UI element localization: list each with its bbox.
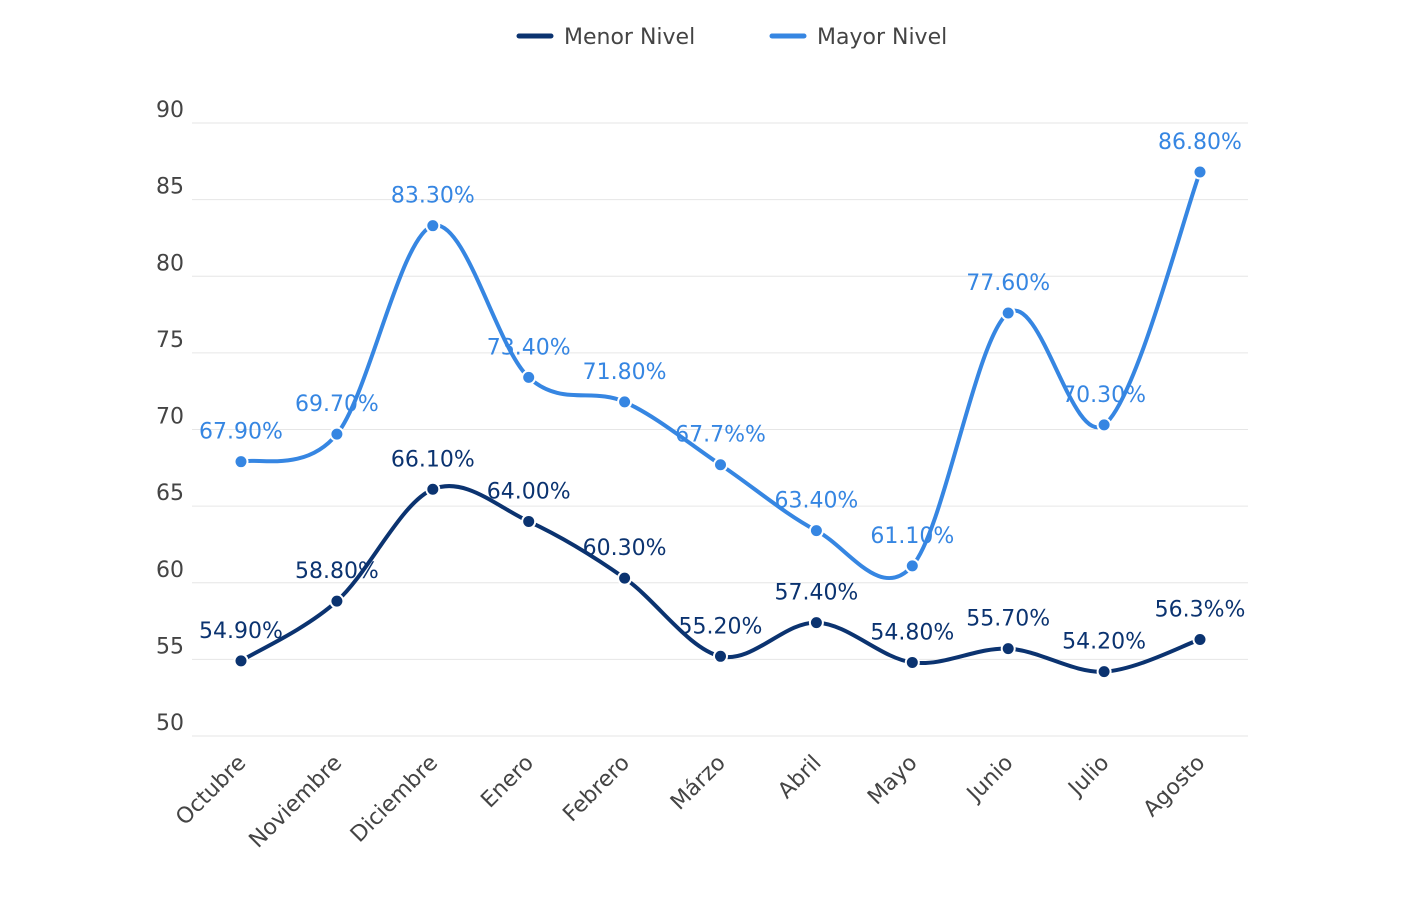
data-label: 70.30% bbox=[1062, 383, 1146, 408]
x-tick-label: Diciembre bbox=[346, 751, 443, 848]
y-tick-label: 60 bbox=[156, 558, 184, 583]
data-point[interactable] bbox=[904, 558, 920, 574]
data-label: 63.40% bbox=[774, 489, 858, 514]
x-tick-label: Márzo bbox=[666, 751, 731, 816]
data-point[interactable] bbox=[329, 593, 345, 609]
y-tick-label: 75 bbox=[156, 328, 184, 353]
y-tick-label: 80 bbox=[156, 251, 184, 276]
series-line-mayor-nivel[interactable] bbox=[239, 170, 1202, 581]
x-tick-label: Octubre bbox=[171, 751, 251, 831]
data-point[interactable] bbox=[617, 570, 633, 586]
x-tick-label: Enero bbox=[476, 751, 539, 814]
data-label: 55.20% bbox=[679, 614, 763, 639]
data-point[interactable] bbox=[521, 513, 537, 529]
data-label: 54.20% bbox=[1062, 630, 1146, 655]
y-tick-label: 55 bbox=[156, 634, 184, 659]
data-label: 69.70% bbox=[295, 392, 379, 417]
x-tick-label: Junio bbox=[961, 751, 1018, 808]
data-point[interactable] bbox=[1096, 664, 1112, 680]
data-label: 57.40% bbox=[774, 581, 858, 606]
data-point[interactable] bbox=[1192, 631, 1208, 647]
data-point[interactable] bbox=[425, 218, 441, 234]
data-point[interactable] bbox=[1000, 641, 1016, 657]
legend-label: Mayor Nivel bbox=[817, 25, 947, 50]
data-label: 66.10% bbox=[391, 447, 475, 472]
x-tick-label: Abril bbox=[773, 751, 826, 804]
x-tick-label: Mayo bbox=[863, 751, 922, 810]
x-tick-label: Noviembre bbox=[245, 751, 348, 854]
data-label: 67.7%% bbox=[675, 423, 766, 448]
data-label: 60.30% bbox=[583, 536, 667, 561]
data-point[interactable] bbox=[713, 457, 728, 473]
data-labels: 54.90% 58.80% 66.10% 64.00% 60.30% 55.20% 57.4… bbox=[199, 130, 1245, 655]
y-axis: 50 55 60 65 70 75 80 85 90 bbox=[156, 98, 184, 736]
data-point[interactable] bbox=[1192, 164, 1208, 180]
data-label: 86.80% bbox=[1158, 130, 1242, 155]
data-point[interactable] bbox=[329, 426, 345, 442]
x-tick-label: Agosto bbox=[1139, 751, 1210, 822]
data-point[interactable] bbox=[233, 454, 249, 470]
data-label: 58.80% bbox=[295, 559, 379, 584]
data-point[interactable] bbox=[808, 615, 824, 631]
data-point[interactable] bbox=[233, 653, 249, 669]
legend-item-menor-nivel[interactable]: Menor Nivel bbox=[516, 25, 695, 50]
data-label: 54.90% bbox=[199, 619, 283, 644]
y-tick-label: 70 bbox=[156, 405, 184, 430]
data-label: 56.3%% bbox=[1155, 597, 1246, 622]
data-point[interactable] bbox=[521, 369, 537, 385]
legend-item-mayor-nivel[interactable]: Mayor Nivel bbox=[769, 25, 947, 50]
data-label: 83.30% bbox=[391, 184, 475, 209]
data-point[interactable] bbox=[1000, 305, 1016, 321]
y-tick-label: 65 bbox=[156, 481, 184, 506]
data-point[interactable] bbox=[904, 654, 920, 670]
data-label: 67.90% bbox=[199, 420, 283, 445]
legend[interactable]: Menor Nivel Mayor Nivel bbox=[516, 25, 947, 50]
y-tick-label: 90 bbox=[156, 98, 184, 123]
data-label: 71.80% bbox=[583, 360, 667, 385]
data-point[interactable] bbox=[617, 394, 633, 410]
data-label: 61.10% bbox=[870, 524, 954, 549]
series-group bbox=[233, 164, 1208, 680]
grid bbox=[192, 122, 1248, 737]
data-point[interactable] bbox=[808, 523, 824, 539]
x-tick-label: Febrero bbox=[558, 751, 634, 827]
legend-label: Menor Nivel bbox=[564, 25, 695, 50]
data-label: 55.70% bbox=[966, 607, 1050, 632]
series-line-menor-nivel[interactable] bbox=[239, 484, 1202, 674]
data-point[interactable] bbox=[425, 481, 441, 497]
data-label: 77.60% bbox=[966, 271, 1050, 296]
y-tick-label: 50 bbox=[156, 711, 184, 736]
data-point[interactable] bbox=[1096, 417, 1112, 433]
data-point[interactable] bbox=[713, 648, 728, 664]
x-tick-label: Julio bbox=[1063, 751, 1115, 803]
data-label: 54.80% bbox=[870, 620, 954, 645]
data-label: 73.40% bbox=[487, 335, 571, 360]
y-tick-label: 85 bbox=[156, 175, 184, 200]
data-label: 64.00% bbox=[487, 479, 571, 504]
